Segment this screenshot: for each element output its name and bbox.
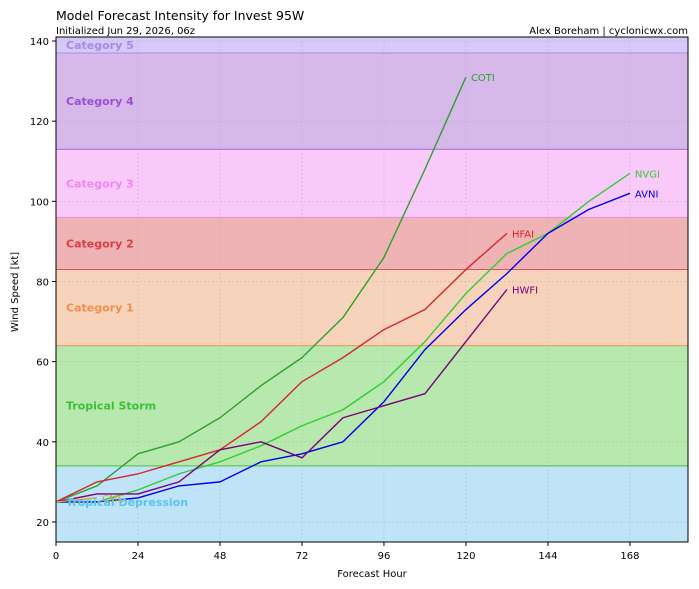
series-label-cmc: CMC <box>102 494 125 505</box>
x-tick-label-1: 24 <box>132 551 145 562</box>
x-axis-ticks: 0 24 48 72 96 120 144 168 <box>53 542 639 562</box>
series-label-avni: AVNI <box>635 189 658 200</box>
category-bands <box>56 37 688 542</box>
y-tick-label-2: 60 <box>36 358 49 369</box>
series-line-hfai <box>55 232 508 503</box>
series-lines <box>55 76 631 503</box>
band-label-5: Category 4 <box>66 95 134 108</box>
x-tick-label-3: 72 <box>296 551 309 562</box>
series-label-hfai: HFAI <box>512 229 534 240</box>
y-tick-label-3: 80 <box>36 277 49 288</box>
series-labels: COTI NVGI AVNI HFAI HWFI CMC <box>102 73 660 505</box>
x-axis-label: Forecast Hour <box>337 569 407 580</box>
series-label-nvgi: NVGI <box>635 169 660 180</box>
series-label-coti: COTI <box>471 73 495 84</box>
band-label-6: Category 5 <box>66 39 134 52</box>
plot-frame <box>55 36 689 543</box>
y-tick-label-4: 100 <box>30 197 49 208</box>
series-label-hwfi: HWFI <box>512 286 538 297</box>
y-axis-ticks: 20 40 60 80 100 120 140 <box>30 37 56 529</box>
band-3 <box>56 217 688 270</box>
series-line-cmc <box>55 497 98 503</box>
y-axis-label: Wind Speed [kt] <box>10 252 21 332</box>
series-line-avni <box>56 192 631 503</box>
x-tick-label-7: 168 <box>620 551 639 562</box>
x-tick-label-6: 144 <box>538 551 557 562</box>
band-label-2: Category 1 <box>66 302 134 315</box>
band-6 <box>56 37 688 54</box>
band-label-3: Category 2 <box>66 237 134 250</box>
chart-credit: Alex Boreham | cyclonicwx.com <box>529 26 688 37</box>
x-tick-label-4: 96 <box>378 551 391 562</box>
y-tick-label-5: 120 <box>30 117 49 128</box>
band-label-1: Tropical Storm <box>66 400 156 413</box>
chart-title: Model Forecast Intensity for Invest 95W <box>56 8 304 23</box>
band-1 <box>56 345 688 466</box>
y-tick-label-0: 20 <box>36 518 49 529</box>
band-label-0: Tropical Depression <box>66 496 188 509</box>
series-line-hwfi <box>55 289 508 503</box>
series-line-coti <box>55 76 467 503</box>
chart-subtitle: Initialized Jun 29, 2026, 06z <box>56 26 195 37</box>
band-5 <box>56 53 688 150</box>
category-labels: Tropical Depression Tropical Storm Categor… <box>66 39 188 509</box>
band-2 <box>56 269 688 346</box>
band-0 <box>56 465 688 542</box>
y-tick-label-1: 40 <box>36 438 49 449</box>
y-tick-label-6: 140 <box>30 37 49 48</box>
x-tick-label-5: 120 <box>456 551 475 562</box>
x-tick-label-0: 0 <box>53 551 59 562</box>
grid-lines <box>55 37 688 542</box>
x-tick-label-2: 48 <box>214 551 227 562</box>
band-label-4: Category 3 <box>66 177 134 190</box>
series-line-nvgi <box>56 172 631 503</box>
